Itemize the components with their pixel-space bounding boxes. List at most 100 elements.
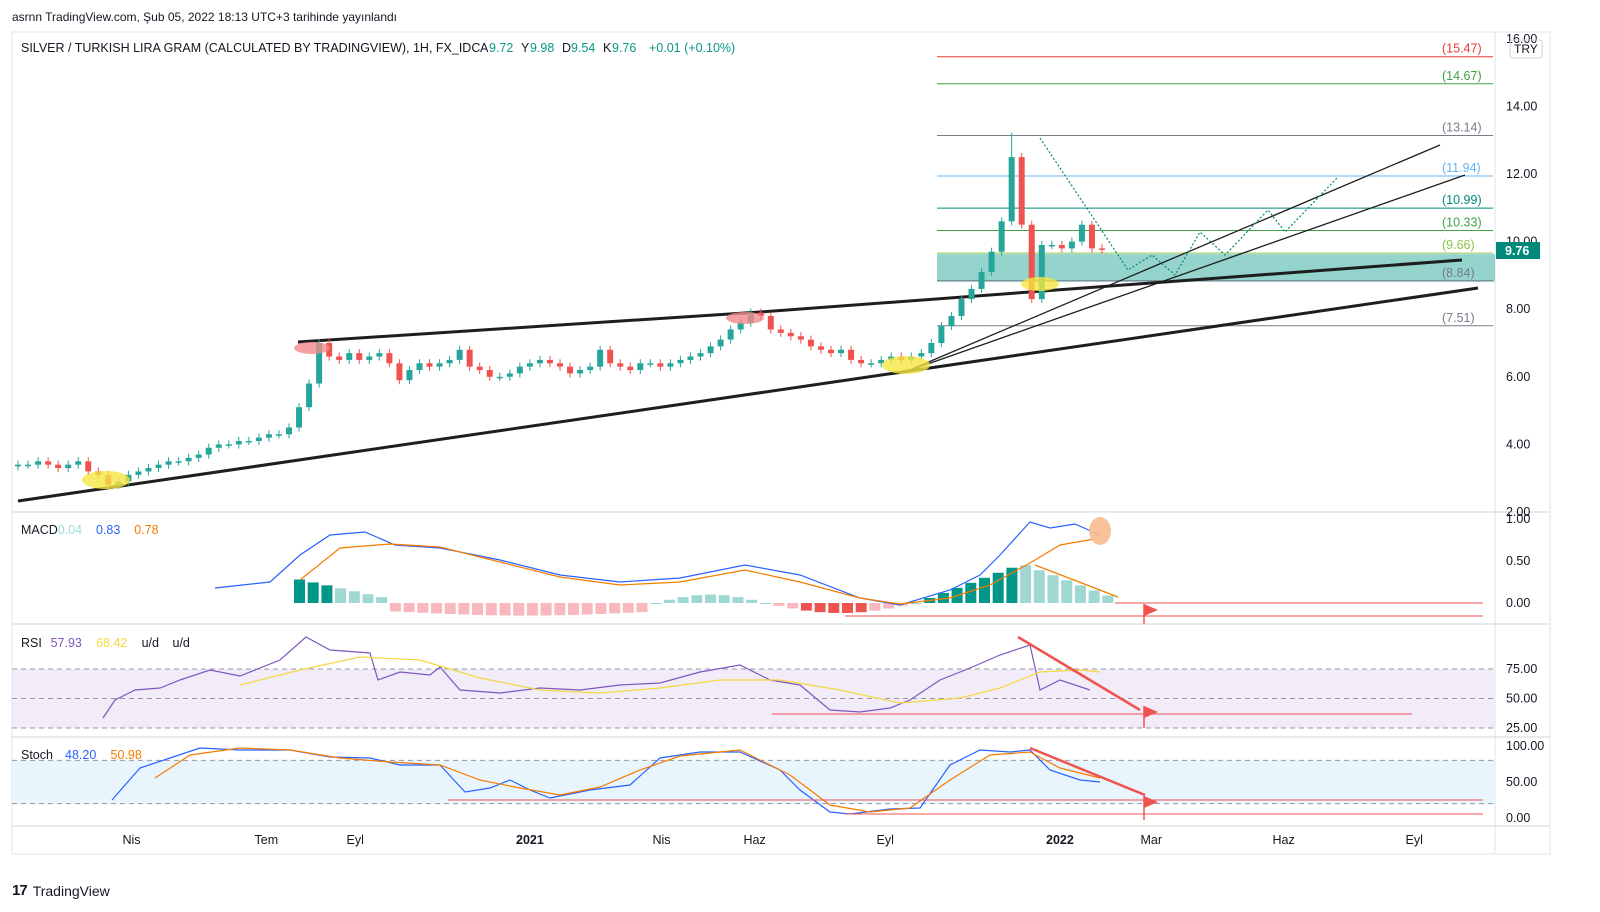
macd-histogram-bar: [472, 603, 484, 615]
candle: [356, 353, 363, 360]
candle: [928, 343, 935, 354]
fib-label: (15.47): [1442, 42, 1482, 56]
candle: [456, 349, 463, 360]
candle: [657, 363, 664, 367]
candle: [185, 457, 192, 462]
x-tick-label: Haz: [744, 833, 766, 847]
macd-histogram-bar: [307, 582, 319, 603]
candle: [707, 346, 714, 354]
last-price-tag: [1496, 242, 1540, 259]
candle: [135, 471, 142, 475]
ohlc-key: K: [603, 41, 612, 55]
macd-highlight: [1089, 517, 1111, 545]
candle: [366, 356, 373, 360]
macd-histogram-bar: [773, 603, 785, 606]
macd-histogram-bar: [431, 603, 442, 614]
candle: [255, 437, 262, 442]
macd-histogram-bar: [581, 603, 593, 615]
candle: [296, 407, 303, 428]
macd-histogram-bar: [622, 603, 634, 613]
rsi-legend-title: RSI: [21, 636, 42, 650]
trendline: [904, 144, 1441, 373]
candle: [25, 464, 32, 467]
macd-histogram-bar: [1033, 570, 1045, 603]
y-tick-label: 6.00: [1506, 370, 1530, 384]
macd-histogram-bar: [842, 603, 853, 613]
macd-histogram-bar: [1061, 580, 1073, 603]
candle: [306, 383, 313, 408]
macd-legend-value: 0.04: [58, 523, 82, 537]
candle: [918, 353, 925, 357]
macd-arrow: [1034, 564, 1119, 598]
tradingview-logo-icon: 17: [12, 882, 28, 899]
macd-histogram-bar: [910, 603, 922, 604]
ohlc-value-a: 9.72: [489, 41, 513, 55]
candle: [235, 441, 242, 445]
candle: [205, 447, 212, 455]
trendline: [297, 310, 761, 344]
candle: [546, 359, 553, 364]
candle: [35, 461, 42, 465]
candle: [436, 363, 443, 367]
macd-histogram-bar: [787, 603, 799, 609]
highlight-ellipse: [726, 312, 764, 324]
macd-histogram-bar: [869, 603, 881, 611]
candle: [386, 353, 393, 364]
candle: [446, 359, 453, 364]
y-tick-label: 2.00: [1506, 505, 1530, 519]
candle: [717, 339, 724, 347]
candle: [627, 366, 634, 371]
candle: [45, 461, 52, 465]
macd-histogram-bar: [321, 585, 333, 603]
candle: [416, 363, 423, 371]
macd-histogram-bar: [979, 577, 990, 603]
candle: [376, 353, 383, 357]
flag-icon: [1144, 604, 1158, 616]
candle: [496, 376, 503, 379]
projection-path: [1039, 137, 1338, 276]
candle: [1078, 224, 1085, 242]
candle: [466, 349, 473, 367]
candle: [667, 363, 674, 367]
macd-histogram-bar: [485, 603, 497, 616]
candle: [697, 353, 704, 357]
candle: [797, 336, 804, 340]
macd-histogram-bar: [609, 603, 621, 614]
fib-label: (9.66): [1442, 238, 1475, 252]
highlight-ellipse: [82, 471, 130, 489]
candle: [938, 326, 945, 343]
candle: [516, 366, 523, 374]
candle: [65, 464, 72, 469]
candle: [968, 288, 975, 300]
candle: [526, 363, 533, 367]
macd-histogram-bar: [1006, 567, 1018, 603]
candle: [85, 461, 92, 472]
candle: [225, 444, 232, 446]
x-tick-label: Nis: [653, 833, 671, 847]
macd-histogram-bar: [1102, 595, 1114, 603]
y-tick-label: 16.00: [1506, 32, 1537, 46]
candle: [587, 366, 594, 371]
macd-histogram-bar: [348, 591, 360, 603]
candle: [817, 346, 824, 350]
candle: [737, 322, 744, 330]
candle: [1088, 224, 1095, 249]
candle: [346, 353, 353, 360]
candle: [858, 359, 865, 364]
macd-histogram-bar: [568, 603, 579, 615]
candle: [155, 464, 162, 469]
macd-histogram-bar: [663, 599, 675, 603]
candle: [607, 349, 614, 364]
macd-line: [214, 521, 1101, 606]
rsi-tick-label: 75.00: [1506, 662, 1537, 676]
candle: [787, 332, 794, 337]
macd-histogram-bar: [554, 603, 566, 616]
macd-histogram-bar: [800, 603, 812, 611]
candle: [988, 251, 995, 273]
candle: [868, 363, 875, 365]
stoch-legend-title: Stoch: [21, 748, 53, 762]
currency-label: TRY: [1514, 42, 1538, 56]
y-tick-label: 8.00: [1506, 302, 1530, 316]
candle: [757, 312, 764, 316]
ohlc-key: Y: [521, 41, 530, 55]
